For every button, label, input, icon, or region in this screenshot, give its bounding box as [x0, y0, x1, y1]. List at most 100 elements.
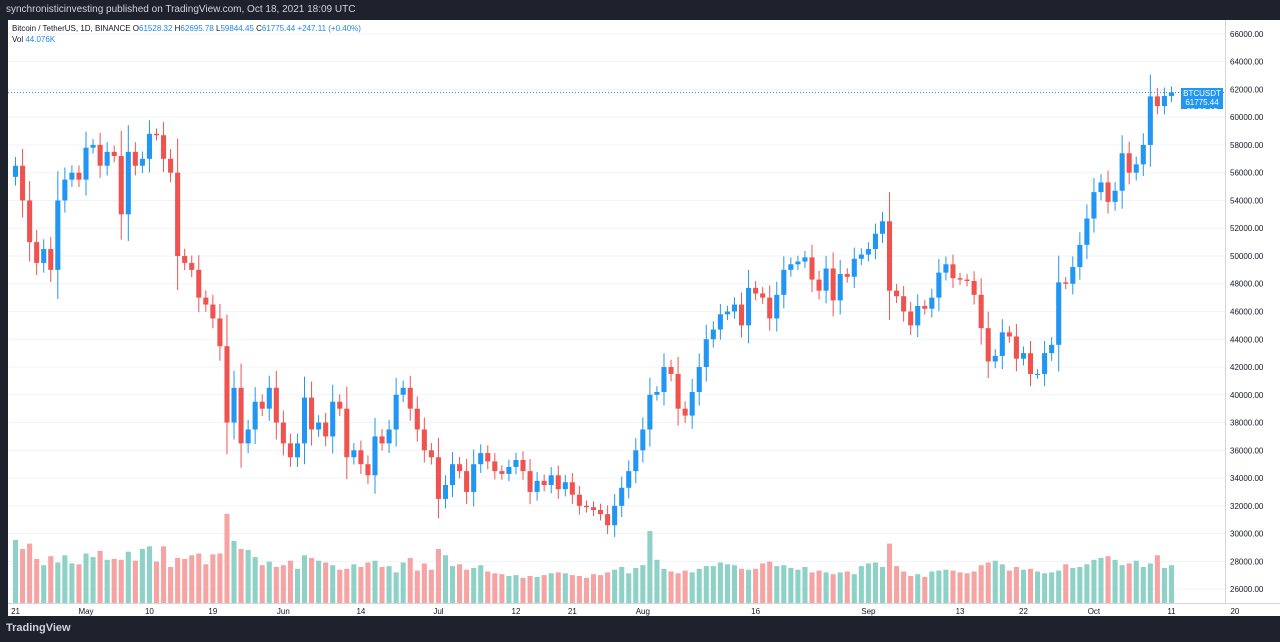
volume-bar	[90, 557, 96, 603]
volume-bar	[224, 513, 230, 603]
candle	[55, 171, 61, 300]
legend-low-label: L	[216, 24, 221, 33]
candle-body	[661, 367, 667, 393]
candle-body	[471, 464, 477, 492]
price-tick-label: 50000.00	[1230, 252, 1264, 261]
candle	[1154, 88, 1160, 115]
volume-bar	[76, 564, 82, 603]
candle-body	[901, 296, 907, 312]
price-tick-label: 52000.00	[1230, 224, 1264, 233]
candle-body	[936, 272, 942, 298]
volume-bar	[957, 572, 963, 603]
price-scale[interactable]: 26000.00 28000.00 30000.00 32000.00 34000.00…	[1225, 20, 1280, 603]
candle	[879, 212, 886, 243]
candle-body	[654, 392, 660, 395]
candle-body	[760, 293, 766, 298]
candle	[696, 353, 702, 406]
candle-body	[971, 280, 977, 295]
price-tick-label: 40000.00	[1230, 391, 1264, 400]
tradingview-logo[interactable]: TradingView	[6, 622, 71, 634]
volume-bar	[851, 574, 857, 603]
candle	[689, 378, 695, 429]
candle-body	[118, 156, 124, 215]
candle-body	[612, 505, 618, 526]
volume-bar	[421, 563, 427, 603]
candle-body	[858, 254, 864, 259]
volume-bar	[795, 569, 801, 603]
candle-body	[196, 269, 202, 298]
candle	[1013, 323, 1019, 372]
candle-body	[1049, 344, 1055, 354]
candle-body	[717, 314, 723, 330]
candle	[717, 304, 723, 340]
volume-bar	[252, 557, 258, 603]
volume-bar	[696, 568, 702, 603]
candle	[210, 294, 216, 329]
candle-body	[527, 471, 533, 492]
time-tick-label: Jun	[277, 607, 290, 616]
volume-bar	[527, 576, 533, 603]
time-scale[interactable]: 21 May 10 19 Jun 14 Jul 12 21 Aug 16 Sep 13 22 Oct 11 20	[8, 603, 1280, 616]
candle-body	[421, 429, 427, 451]
candle-body	[576, 494, 582, 506]
volume-bar	[809, 572, 815, 603]
volume-bar	[781, 565, 787, 603]
candle	[161, 122, 167, 172]
volume-bar	[20, 549, 26, 603]
candle	[104, 142, 110, 176]
volume-bar	[1133, 560, 1139, 603]
volume-bar	[689, 572, 695, 603]
volume-bar	[576, 576, 582, 603]
candle-body	[428, 450, 434, 458]
legend-vol: 44.076K	[25, 35, 56, 44]
candlestick-chart[interactable]	[8, 20, 1225, 603]
candle	[851, 247, 857, 288]
volume-bar	[929, 571, 935, 603]
candle	[1056, 255, 1062, 372]
candle	[922, 300, 928, 315]
candle	[76, 165, 82, 187]
candle-body	[139, 158, 145, 166]
candle	[816, 270, 822, 300]
candle	[710, 321, 716, 348]
candle-body	[1035, 373, 1041, 375]
candle	[1112, 181, 1118, 211]
chart-pane[interactable]	[8, 20, 1225, 603]
candle	[48, 236, 54, 283]
price-tick-label: 56000.00	[1230, 169, 1264, 178]
candle-body	[344, 408, 350, 458]
time-tick-label: 21	[11, 607, 20, 616]
volume-bar	[710, 566, 716, 603]
candle-body	[351, 450, 357, 458]
volume-bar	[1013, 567, 1019, 603]
volume-bar	[1098, 558, 1104, 603]
candle	[69, 165, 75, 187]
candle-body	[929, 297, 935, 309]
candle	[767, 285, 773, 331]
candle	[407, 375, 413, 421]
candle-body	[1042, 353, 1048, 374]
candle-body	[238, 387, 244, 444]
candle	[872, 223, 878, 260]
volume-bars	[12, 513, 1175, 603]
price-tick-label: 54000.00	[1230, 196, 1264, 205]
candle	[915, 294, 921, 338]
volume-bar	[393, 572, 399, 603]
candle-body	[1168, 92, 1175, 96]
volume-bar	[1070, 567, 1076, 603]
legend: Bitcoin / TetherUS, 1D, BINANCE O61528.3…	[12, 24, 361, 46]
candle-body	[168, 158, 174, 173]
candle	[837, 259, 843, 315]
candle	[1006, 326, 1012, 343]
candle	[534, 472, 540, 501]
candle-body	[379, 436, 385, 444]
candle-body	[753, 287, 759, 294]
candle-body	[731, 304, 738, 312]
volume-bar	[1154, 555, 1160, 603]
candle-body	[647, 394, 653, 430]
volume-bar	[598, 575, 604, 603]
candle-body	[985, 328, 991, 362]
candle-body	[619, 487, 625, 506]
candle	[189, 255, 195, 278]
candle-body	[90, 144, 96, 148]
